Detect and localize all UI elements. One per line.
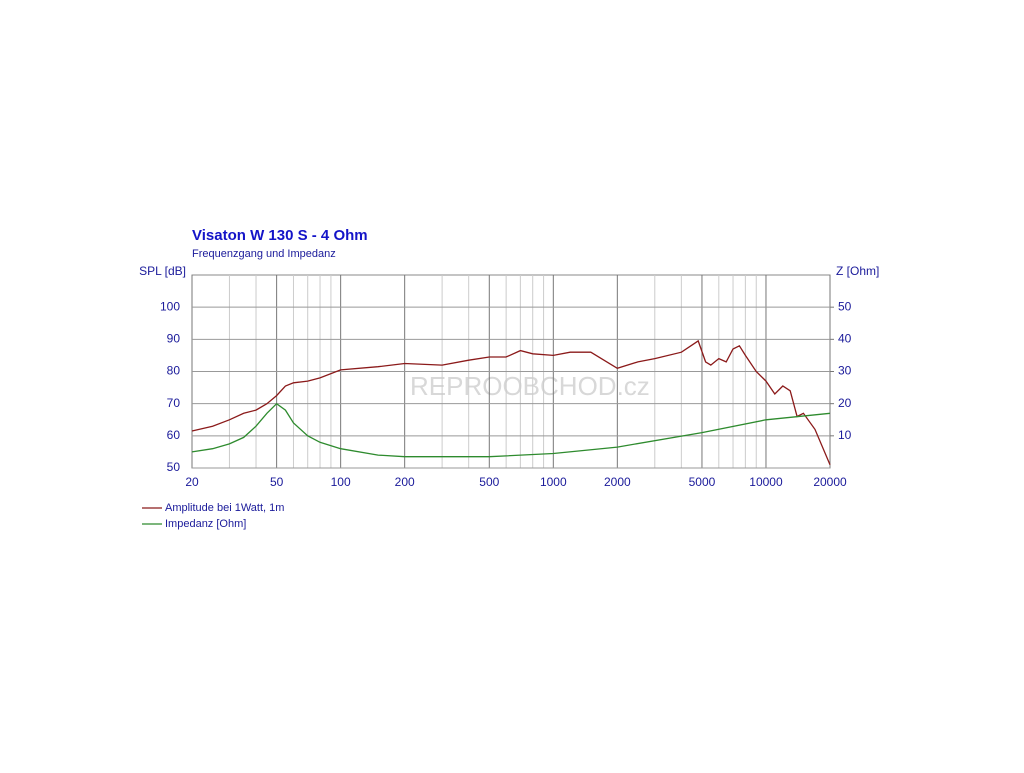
y2-tick-label: 10 bbox=[838, 428, 852, 442]
y2-tick-label: 50 bbox=[838, 299, 852, 313]
x-tick-label: 100 bbox=[331, 475, 351, 489]
x-tick-label: 20 bbox=[185, 475, 199, 489]
x-tick-label: 200 bbox=[395, 475, 415, 489]
legend-label: Amplitude bei 1Watt, 1m bbox=[165, 502, 284, 514]
x-tick-label: 10000 bbox=[749, 475, 783, 489]
x-tick-label: 5000 bbox=[689, 475, 716, 489]
chart-title: Visaton W 130 S - 4 Ohm bbox=[192, 227, 368, 244]
y2-axis-label: Z [Ohm] bbox=[836, 264, 879, 278]
x-tick-label: 50 bbox=[270, 475, 284, 489]
y-tick-label: 70 bbox=[167, 396, 181, 410]
y2-tick-label: 40 bbox=[838, 332, 852, 346]
x-tick-label: 1000 bbox=[540, 475, 567, 489]
x-tick-label: 500 bbox=[479, 475, 499, 489]
y-tick-label: 80 bbox=[167, 364, 181, 378]
y2-tick-label: 20 bbox=[838, 396, 852, 410]
y-tick-label: 60 bbox=[167, 428, 181, 442]
x-tick-label: 20000 bbox=[813, 475, 847, 489]
y-tick-label: 50 bbox=[167, 460, 181, 474]
watermark: REPROOBCHOD.cz bbox=[410, 371, 650, 401]
y-axis-label: SPL [dB] bbox=[139, 264, 186, 278]
y2-tick-label: 30 bbox=[838, 364, 852, 378]
chart-subtitle: Frequenzgang und Impedanz bbox=[192, 248, 336, 260]
legend-label: Impedanz [Ohm] bbox=[165, 518, 246, 530]
y-tick-label: 90 bbox=[167, 332, 181, 346]
series-line bbox=[191, 402, 831, 458]
y-tick-label: 100 bbox=[160, 299, 180, 313]
x-tick-label: 2000 bbox=[604, 475, 631, 489]
series-line bbox=[191, 339, 831, 466]
